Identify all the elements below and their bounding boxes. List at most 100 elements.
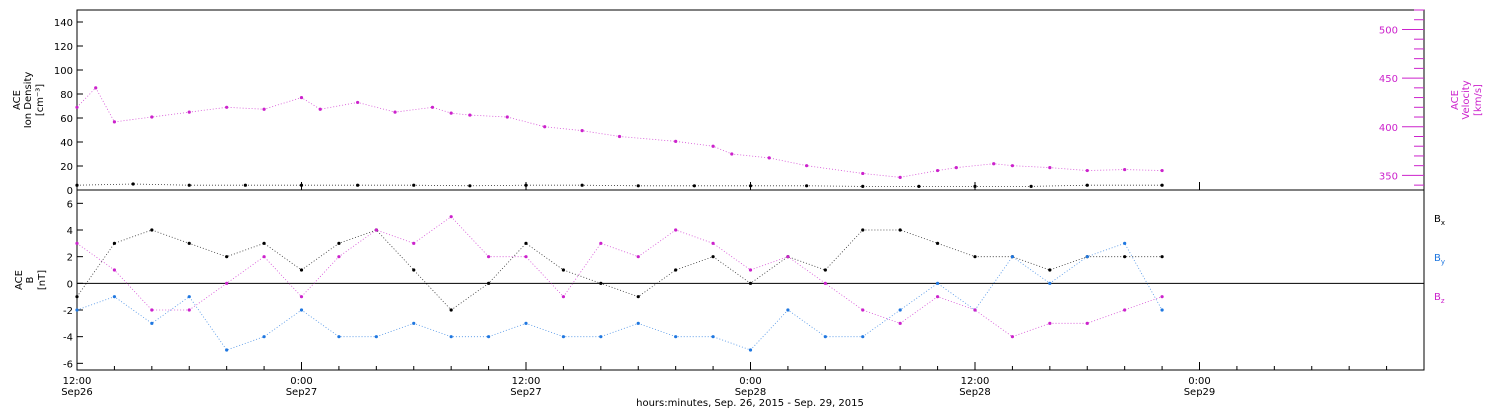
plasma-left-tick-label: 20 [60,162,73,173]
bx-data-point [150,228,154,232]
plasma-left-tick-label: 100 [54,66,73,77]
plasma-left-tick-label: 40 [60,138,73,149]
mag-legend: Bx By Bz [1434,214,1445,305]
plasma-right-tick-label: 400 [1379,123,1398,134]
x-tick-label-date: Sep26 [61,387,93,398]
by-data-point [1085,255,1089,259]
bz-data-point [1085,321,1089,325]
by-data-point [1123,241,1127,245]
mag-tick-label: 0 [67,279,73,290]
x-tick-label-date: Sep28 [959,387,991,398]
left-data-point [187,183,191,187]
bz-data-point [225,281,229,285]
by-data-point [449,335,453,339]
bx-data-point [711,255,715,259]
mag-tick-label: -4 [63,333,73,344]
right-data-point [150,115,154,119]
plasma-left-tick-label: 140 [54,18,73,29]
legend-bx: Bx [1434,214,1445,227]
right-data-point [112,120,117,124]
mag-label-line3: [nT] [37,270,48,290]
plasma-panel-frame [76,9,1425,191]
x-tick-label-time: 0:00 [1188,376,1210,387]
left-data-point [468,184,472,188]
plasma-left-axis-label: ACE Ion Density [cm⁻³] [12,72,46,129]
plasma-left-tick-label: 80 [60,90,73,101]
right-data-point [543,125,547,129]
plasma-right-axis-label: ACE Velocity [km/s] [1450,80,1484,119]
bz-data-point [711,241,715,245]
by-data-point [374,335,378,339]
right-data-point [94,86,98,90]
right-trace [76,87,1163,178]
mag-label-line2: B [25,276,36,283]
x-tick-label-date: Sep29 [1184,387,1216,398]
bz-data-point [299,295,304,299]
bz-data-point [374,228,378,232]
left-data-point [861,184,865,188]
bx-data-point [823,268,827,272]
bx-data-point [1048,268,1052,272]
left-data-point [748,184,753,188]
right-data-point [935,168,940,173]
bx-trace [76,229,1163,311]
right-data-point [805,164,809,168]
x-tick-label-time: 12:00 [63,376,92,387]
left-data-point [131,182,135,186]
right-data-point [861,171,865,176]
plasma-left-tick-label: 120 [54,42,73,53]
right-data-point [225,105,229,109]
x-tick-label-time: 12:00 [961,376,990,387]
right-data-point [711,144,715,148]
right-data-point [1160,168,1164,173]
right-data-point [580,129,584,133]
bz-data-point [75,241,79,245]
by-data-point [711,335,715,339]
by-data-point [898,308,902,312]
bx-data-point [1123,255,1127,259]
axis-ticks: 0 20 40 60 80 100 120 140 350 400 450 500 -6 -4 -2 0 2 4 6… [54,9,1424,398]
legend-bz: Bz [1434,292,1445,305]
bz-data-point [1010,335,1015,339]
x-tick-label-date: Sep27 [286,387,318,398]
left-data-point [524,183,528,187]
mag-tick-label: 2 [67,253,73,264]
bx-data-point [112,241,117,245]
bx-data-point [898,228,902,232]
left-data-point [580,183,584,187]
by-data-point [337,335,341,339]
by-data-point [599,335,603,339]
plasma-left-label-line2: Ion Density [23,72,34,129]
bx-data-point [1160,255,1164,259]
plasma-right-label-line3: [km/s] [1473,84,1484,116]
mag-tick-label: 4 [67,226,73,237]
bx-data-point [935,241,940,245]
left-data-point [1085,183,1089,187]
bz-trace [76,216,1163,338]
plasma-data-points [75,86,1164,188]
bx-data-point [561,268,566,272]
left-data-point [692,184,696,188]
plasma-right-tick-label: 500 [1379,25,1398,36]
bz-data-point [823,281,827,285]
plasma-right-tick-label: 450 [1379,74,1398,85]
mag-data-points [75,215,1164,352]
bx-data-point [674,268,678,272]
by-data-point [187,295,191,299]
right-data-point [674,139,678,143]
right-data-point [954,166,958,170]
mag-panel-frame [76,189,1425,371]
mag-tick-label: -2 [63,306,73,317]
by-data-point [262,335,266,339]
by-trace [76,242,1163,351]
right-data-point [898,175,902,179]
left-data-point [1160,183,1164,187]
bx-data-point [486,281,491,285]
bx-data-point [636,295,640,299]
plasma-left-label-line3: [cm⁻³] [35,84,46,116]
plasma-right-tick-label: 350 [1379,171,1398,182]
left-data-point [299,183,304,187]
right-data-point [992,162,996,166]
right-data-point [1085,168,1089,173]
